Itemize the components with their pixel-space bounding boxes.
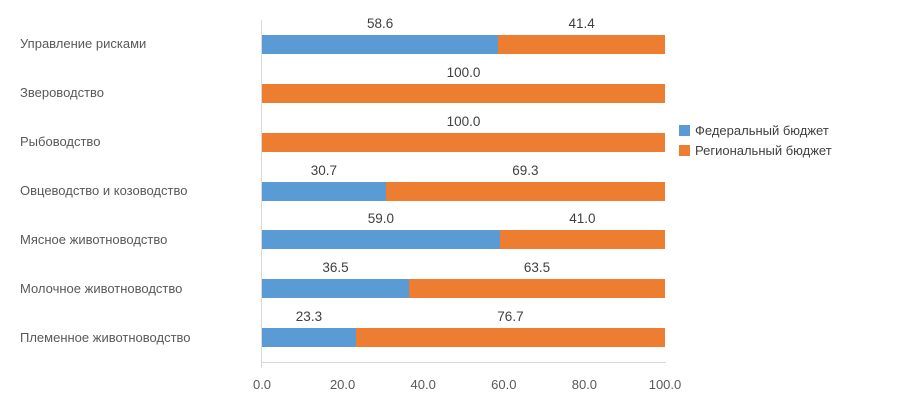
- legend: Федеральный бюджет Региональный бюджет: [679, 123, 832, 163]
- legend-swatch-icon: [679, 125, 690, 136]
- y-axis-line: [261, 20, 262, 368]
- x-axis-labels: 0.0 20.0 40.0 60.0 80.0 100.0: [253, 377, 681, 395]
- category-label: Рыбоводство: [20, 134, 101, 150]
- category-label: Управление рисками: [20, 36, 147, 52]
- legend-label: Региональный бюджет: [695, 143, 832, 158]
- legend-item: Федеральный бюджет: [679, 123, 832, 138]
- value-label: 100.0: [446, 113, 481, 129]
- value-label: 69.3: [512, 162, 539, 178]
- value-label: 63.5: [523, 260, 551, 276]
- value-label: 36.5: [322, 260, 349, 276]
- value-label: 41.4: [568, 15, 595, 31]
- category-label: Молочное животноводство: [20, 280, 183, 296]
- plot-area: 58.6 41.4 100.0 100.0 30.7 69.3 59.0 41.0 36.5 63…: [262, 16, 665, 362]
- bar-segment: [355, 328, 665, 348]
- legend-label: Федеральный бюджет: [695, 123, 829, 138]
- bar-segment: [262, 132, 665, 152]
- bar-segment: [262, 34, 499, 54]
- x-axis-tick-label: 0.0: [252, 377, 272, 392]
- bar-segment: [262, 181, 386, 201]
- value-label: 100.0: [446, 64, 481, 80]
- x-axis-tick-label: 60.0: [491, 377, 517, 392]
- legend-item: Региональный бюджет: [679, 143, 832, 158]
- x-axis-line: [261, 362, 666, 363]
- category-label: Звероводство: [20, 85, 105, 101]
- bar-segment: [385, 181, 665, 201]
- bar-segment: [409, 279, 665, 299]
- bar-segment: [262, 328, 356, 348]
- bar-segment: [262, 83, 665, 103]
- category-axis: Управление рисками Звероводство Рыбоводств…: [20, 20, 258, 362]
- value-label: 41.0: [569, 211, 596, 227]
- x-axis-tick-label: 40.0: [410, 377, 436, 392]
- value-label: 30.7: [310, 162, 337, 178]
- legend-swatch-icon: [679, 145, 690, 156]
- value-label: 58.6: [366, 15, 394, 31]
- category-label: Овцеводство и козоводство: [20, 183, 188, 198]
- x-axis-tick-label: 20.0: [329, 377, 356, 392]
- x-axis-tick-label: 80.0: [571, 377, 598, 392]
- x-axis-tick-label: 100.0: [648, 377, 682, 392]
- value-label: 59.0: [367, 211, 395, 227]
- value-label: 23.3: [295, 309, 323, 325]
- category-label: Племенное животноводство: [20, 329, 191, 345]
- bar-segment: [262, 279, 410, 299]
- bar-segment: [262, 230, 500, 250]
- value-label: 76.7: [497, 309, 524, 325]
- bar-segment: [499, 230, 665, 250]
- bar-segment: [498, 34, 665, 54]
- category-label: Мясное животноводство: [20, 231, 168, 247]
